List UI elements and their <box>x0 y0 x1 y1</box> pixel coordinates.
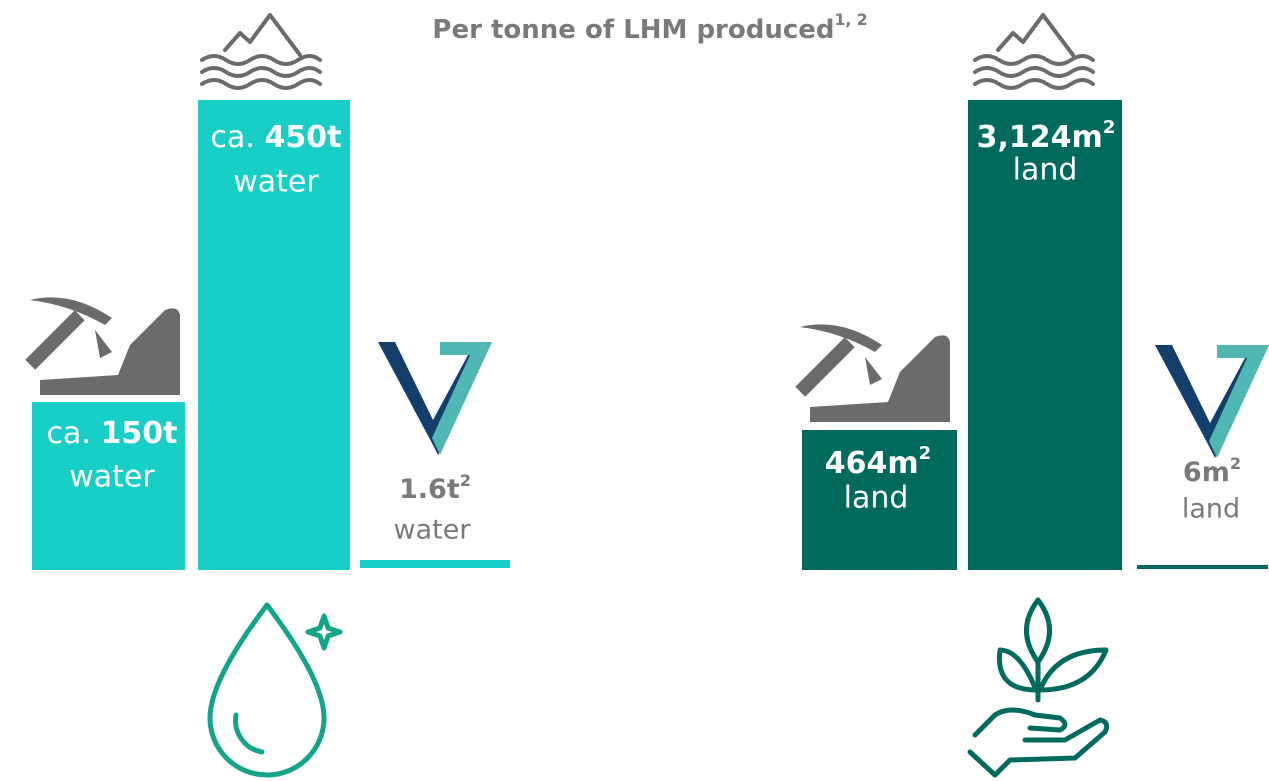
sup: 2 <box>919 443 932 464</box>
bar-label: 1.6t2 <box>399 471 471 505</box>
footnote: 2 <box>460 471 471 490</box>
mining-icon <box>795 324 950 422</box>
unit: water <box>69 460 155 495</box>
brine-icon <box>973 13 1095 90</box>
brine-icon <box>200 13 322 90</box>
amount: 150t <box>101 416 178 451</box>
bar <box>198 100 350 570</box>
title: Per tonne of LHM produced1, 2 <box>432 11 867 45</box>
bar <box>802 430 957 570</box>
bar <box>968 100 1122 570</box>
bar-label: 3,124m2 <box>977 117 1116 155</box>
bar-label: 464m2 <box>825 443 931 481</box>
sup: 2 <box>1230 454 1241 473</box>
unit: land <box>1182 494 1240 525</box>
amount: 6m <box>1183 457 1230 488</box>
unit: land <box>1013 153 1078 188</box>
bar <box>1137 565 1268 569</box>
amount: 450t <box>265 120 342 155</box>
amount: 464m <box>825 446 919 481</box>
bar-label: ca. 150t <box>47 416 178 451</box>
title-text: Per tonne of LHM produced <box>432 15 834 45</box>
logo-icon <box>1155 345 1269 458</box>
mining-icon <box>25 297 180 395</box>
bar <box>360 560 510 568</box>
water-icon <box>207 602 343 778</box>
logo-icon <box>378 342 492 455</box>
bar-label: ca. 450t <box>211 120 342 155</box>
prefix: ca. <box>47 416 91 451</box>
unit: land <box>844 481 909 516</box>
amount: 3,124m <box>977 120 1103 155</box>
amount: 1.6t <box>399 474 460 505</box>
bar-label: 6m2 <box>1183 454 1241 488</box>
unit: water <box>233 165 319 200</box>
land-icon <box>967 597 1110 778</box>
sup: 2 <box>1103 117 1116 138</box>
bar <box>32 402 185 570</box>
prefix: ca. <box>211 120 255 155</box>
unit: water <box>394 515 472 546</box>
title-footnote: 1, 2 <box>835 11 868 29</box>
